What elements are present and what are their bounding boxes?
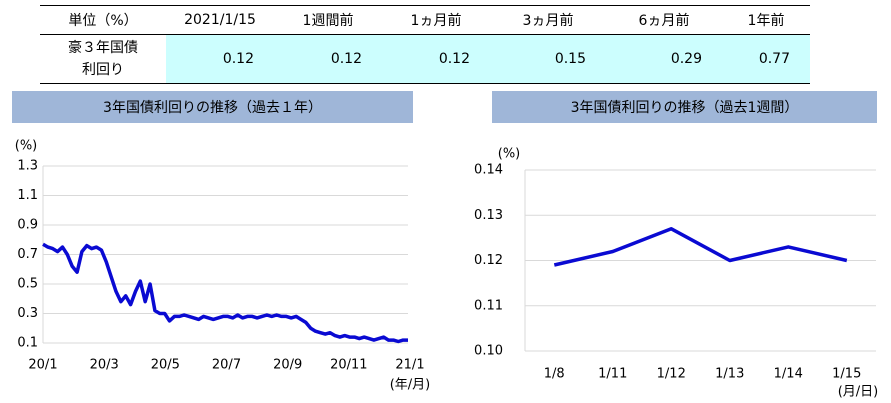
x-tick-label: 20/11 (330, 358, 367, 373)
row-label-line: 利回り (82, 62, 124, 78)
x-unit: (年/月) (390, 378, 431, 393)
y-tick-label: 0.7 (17, 247, 38, 262)
x-tick-label: 21/1 (395, 358, 424, 373)
x-tick-label: 1/11 (598, 367, 627, 382)
header-cell: 3ヵ月前 (490, 5, 606, 35)
y-tick-label: 0.10 (474, 344, 503, 359)
x-tick-label: 20/7 (212, 358, 241, 373)
y-tick-label: 0.1 (17, 336, 38, 351)
x-tick-label: 1/14 (774, 367, 803, 382)
row-label: 豪３年国債利回り (40, 34, 166, 84)
y-tick-label: 0.5 (17, 277, 38, 292)
y-tick-label: 0.14 (474, 163, 503, 178)
yield-table: 単位（%） 2021/1/15 1週間前 1ヵ月前 3ヵ月前 6ヵ月前 1年前 … (40, 5, 810, 84)
header-row: 単位（%） 2021/1/15 1週間前 1ヵ月前 3ヵ月前 6ヵ月前 1年前 (40, 5, 810, 35)
y-tick-label: 0.3 (17, 306, 38, 321)
data-line (42, 242, 408, 344)
header-cell: 1ヵ月前 (382, 5, 490, 35)
y-tick-label: 0.11 (474, 298, 503, 313)
header-cell: 6ヵ月前 (606, 5, 722, 35)
x-tick-label: 1/13 (715, 367, 744, 382)
y-tick-label: 0.13 (474, 208, 503, 223)
x-tick-label: 20/1 (28, 358, 57, 373)
value-cell: 0.77 (722, 34, 810, 84)
y-tick-label: 0.12 (474, 253, 503, 268)
x-tick-label: 20/5 (151, 358, 180, 373)
y-tick-label: 1.1 (17, 188, 38, 203)
row-label-line: 豪３年国債 (68, 40, 138, 56)
y-tick-label: 0.9 (17, 218, 38, 233)
value-cell: 0.12 (166, 34, 274, 84)
x-tick-label: 1/8 (544, 367, 565, 382)
y-unit: (%) (15, 139, 38, 154)
x-tick-label: 1/15 (832, 367, 861, 382)
header-cell: 1年前 (722, 5, 810, 35)
y-unit: (%) (498, 147, 521, 162)
data-line (553, 227, 848, 267)
chart-header (492, 91, 877, 123)
value-cell: 0.12 (274, 34, 382, 84)
data-row: 豪３年国債利回り 0.12 0.12 0.12 0.15 0.29 0.77 (40, 34, 810, 84)
header-cell: 1週間前 (274, 5, 382, 35)
x-tick-label: 1/12 (657, 367, 686, 382)
x-unit: (月/日) (838, 385, 879, 400)
x-tick-label: 20/3 (90, 358, 119, 373)
chart-title: 3年国債利回りの推移（過去1週間） (571, 100, 799, 116)
value-cell: 0.12 (382, 34, 490, 84)
chart-title: 3年国債利回りの推移（過去１年） (103, 100, 322, 116)
header-cell: 単位（%） (40, 5, 166, 35)
value-cell: 0.29 (606, 34, 722, 84)
value-cell: 0.15 (490, 34, 606, 84)
x-tick-label: 20/9 (273, 358, 302, 373)
y-tick-label: 1.3 (17, 159, 38, 174)
header-cell: 2021/1/15 (166, 5, 274, 35)
chart-header (12, 91, 413, 123)
